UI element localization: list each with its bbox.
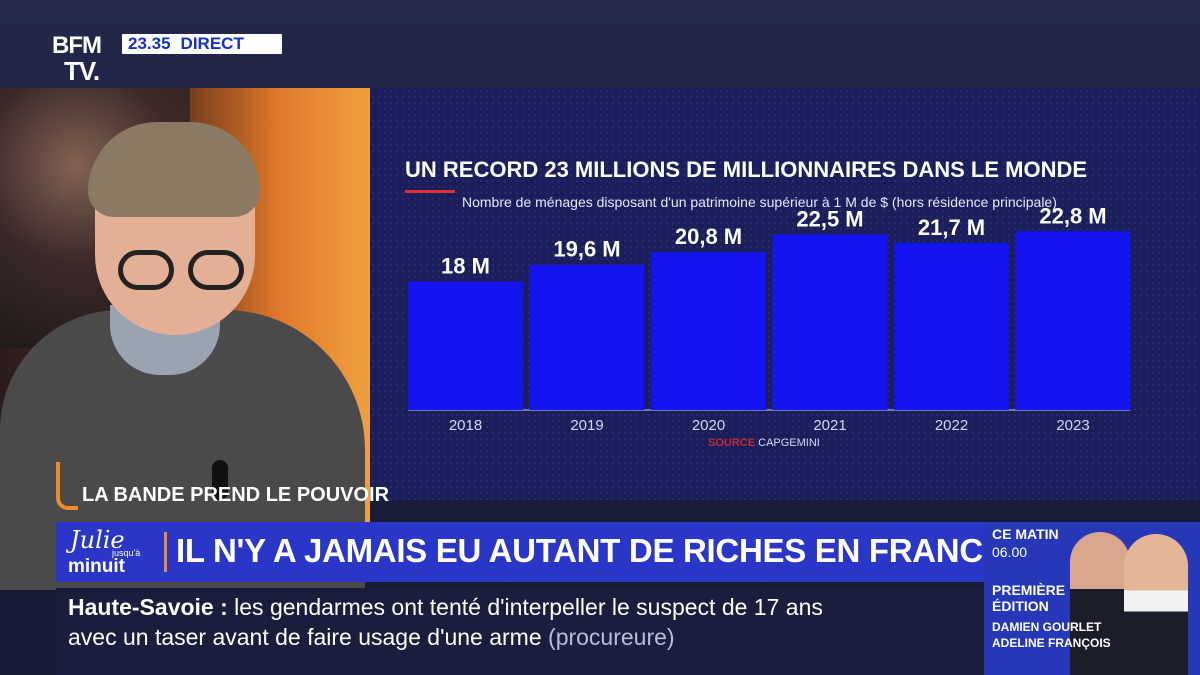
promo-edition-1: PREMIÈRE — [992, 582, 1066, 598]
glasses-right — [188, 250, 244, 290]
program-tag: LA BANDE PREND LE POUVOIR — [56, 462, 416, 510]
guest-hair — [88, 122, 260, 217]
value-label-2018: 18 M — [441, 253, 490, 278]
ticker-text-1: les gendarmes ont tenté d'interpeller le… — [234, 594, 823, 620]
channel-logo-bottom: TV. — [64, 56, 100, 86]
bar-2018 — [408, 281, 523, 410]
show-logo-line2: jusqu'à — [112, 548, 141, 558]
title-underline — [405, 190, 455, 193]
value-label-2019: 19,6 M — [553, 237, 620, 262]
ticker-text-2: avec un taser avant de faire usage d'une… — [68, 624, 542, 650]
chart-subtitle: Nombre de ménages disposant d'un patrimo… — [462, 194, 1057, 210]
source-label: SOURCE — [708, 437, 756, 449]
ticker-place: Haute-Savoie : — [68, 594, 228, 620]
promo-edition-2: ÉDITION — [992, 598, 1049, 614]
bar-2019 — [529, 264, 645, 410]
value-label-2023: 22,8 M — [1039, 203, 1106, 228]
promo-label: CE MATIN — [992, 526, 1059, 542]
promo-time: 06.00 — [992, 544, 1028, 560]
category-label-2018: 2018 — [449, 417, 482, 434]
channel-logo: BFM TV. — [52, 32, 116, 86]
presenter-1-name: DAMIEN GOURLET — [992, 620, 1102, 634]
source-value: CAPGEMINI — [758, 437, 820, 449]
live-status: DIRECT — [180, 34, 244, 53]
show-logo-line3: minuit — [68, 556, 125, 577]
news-ticker — [56, 588, 984, 675]
ticker-line-2: avec un taser avant de faire usage d'une… — [68, 624, 675, 651]
headline-bar — [56, 522, 984, 582]
presenter-2-name: ADELINE FRANÇOIS — [992, 636, 1111, 650]
ticker-line-1: Haute-Savoie : les gendarmes ont tenté d… — [68, 594, 823, 621]
presenter-2-photo — [1124, 534, 1188, 675]
guest-video — [0, 120, 370, 590]
glasses-left — [118, 250, 174, 290]
live-indicator: 23.35 DIRECT — [122, 34, 282, 54]
headline-separator — [164, 532, 167, 572]
bar-2023 — [1015, 231, 1131, 410]
program-tag-text: LA BANDE PREND LE POUVOIR — [82, 484, 390, 506]
value-label-2021: 22,5 M — [796, 206, 863, 231]
bar-2022 — [894, 242, 1009, 410]
value-label-2020: 20,8 M — [675, 224, 742, 249]
presenter-1-photo — [1070, 532, 1130, 675]
bar-2020 — [651, 252, 766, 410]
show-logo: Julie jusqu'à minuit — [60, 524, 160, 580]
bar-2021 — [772, 234, 888, 410]
category-label-2021: 2021 — [813, 417, 846, 434]
headline-text: IL N'Y A JAMAIS EU AUTANT DE RICHES EN F… — [176, 532, 1005, 569]
category-label-2020: 2020 — [692, 417, 725, 434]
show-logo-line1: Julie — [70, 526, 125, 554]
clock-time: 23.35 — [128, 34, 171, 53]
value-label-2022: 21,7 M — [918, 215, 985, 240]
microphone — [212, 460, 228, 500]
ticker-source: (procureure) — [548, 624, 675, 650]
category-label-2019: 2019 — [570, 417, 603, 434]
chart-source: SOURCE CAPGEMINI — [708, 437, 820, 449]
program-tag-arc — [56, 462, 78, 510]
bar-chart: 18 M 2018 19,6 M 2019 20,8 M 2020 22,5 M 2021 21… — [408, 203, 1131, 434]
category-label-2023: 2023 — [1056, 417, 1089, 434]
category-label-2022: 2022 — [935, 417, 968, 434]
chart-title: UN RECORD 23 MILLIONS DE MILLIONNAIRES D… — [405, 157, 1088, 182]
channel-logo-top: BFM — [52, 32, 102, 59]
promo-panel: CE MATIN 06.00 PREMIÈRE ÉDITION DAMIEN G… — [984, 522, 1200, 675]
